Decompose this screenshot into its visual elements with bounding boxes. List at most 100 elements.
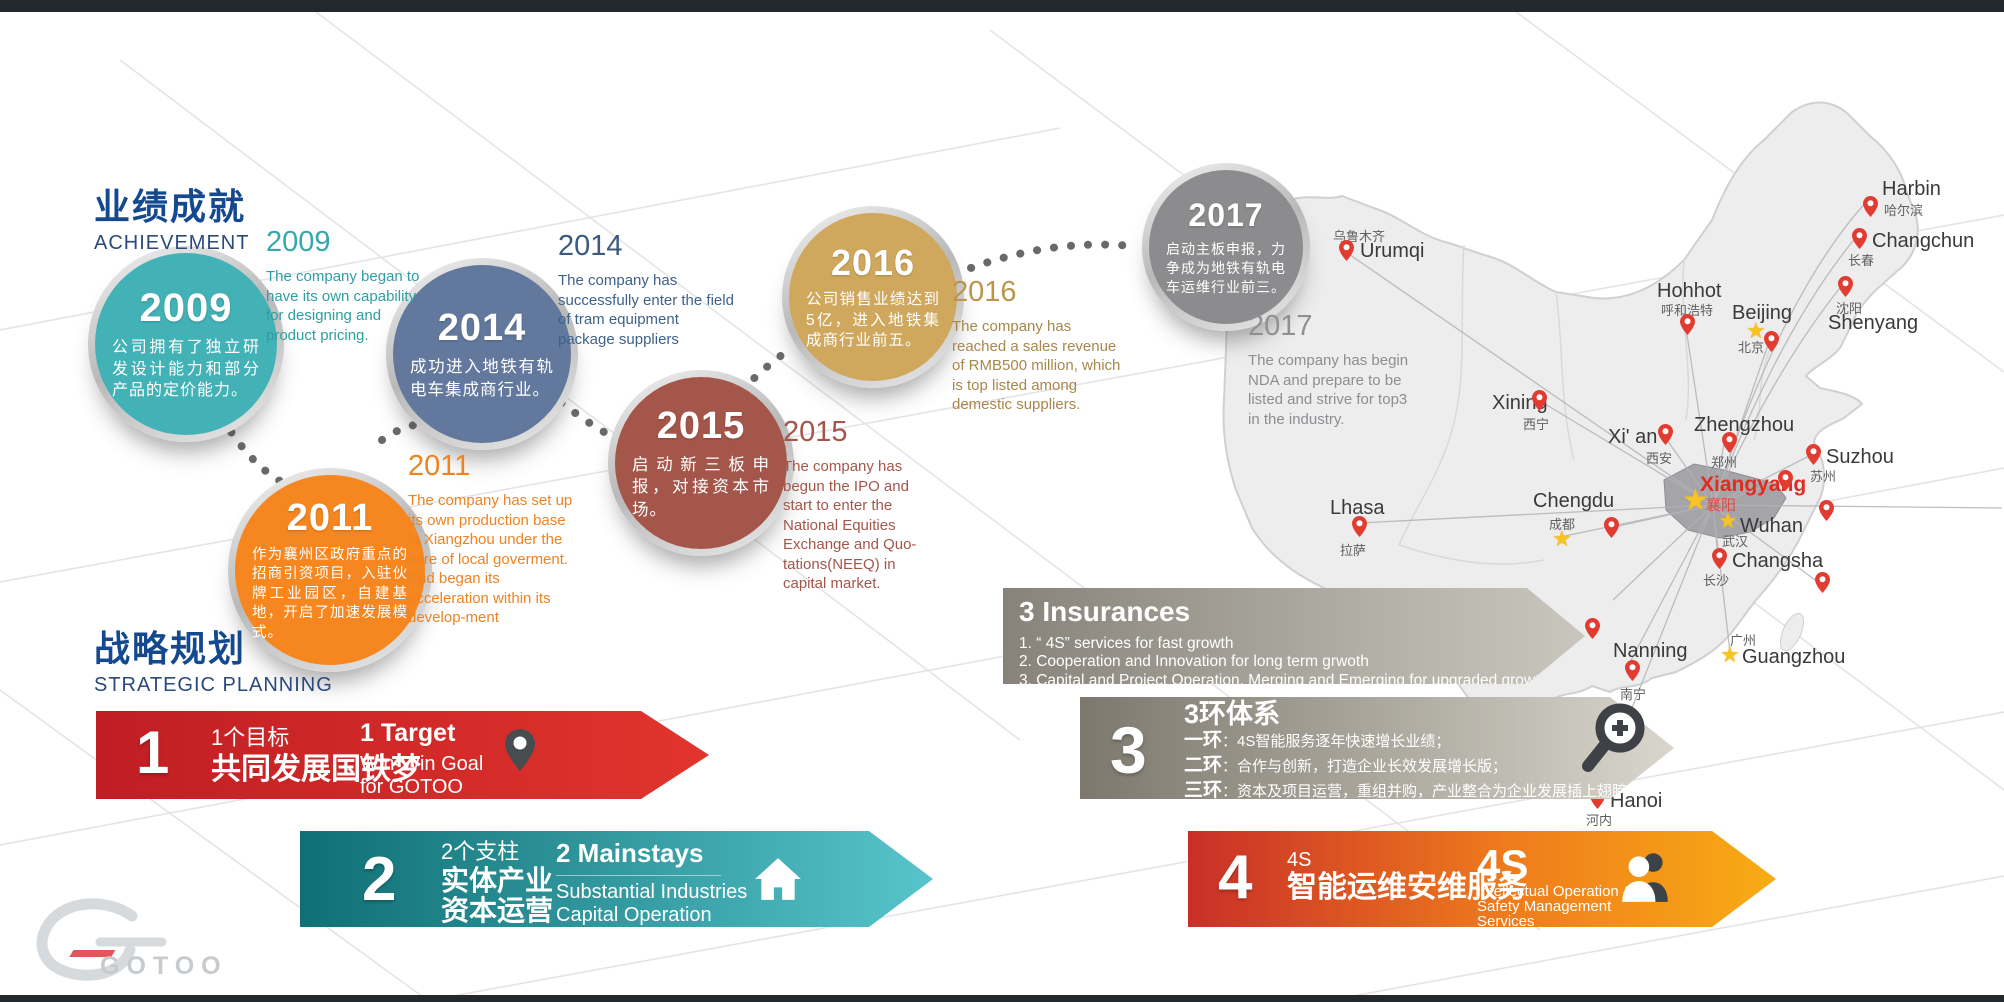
timeline-circle-2014: 2014 成功进入地铁有轨电车集成商行业。 xyxy=(386,258,578,450)
map-pin-icon xyxy=(1819,500,1834,521)
city-label-zh: 长沙 xyxy=(1703,573,1730,588)
city-label-en: Xi' an xyxy=(1608,426,1658,448)
map-pin-icon xyxy=(1778,470,1793,491)
ring1-text: ：4S智能服务逐年快速增长业绩； xyxy=(1222,733,1451,750)
achievement-title-en: ACHIEVEMENT xyxy=(94,232,250,254)
caption-text: The company has reached a sales revenue … xyxy=(952,318,1121,413)
banner-number: 4 xyxy=(1218,843,1253,912)
strategic-title-en: STRATEGIC PLANNING xyxy=(94,674,333,696)
map-pin-icon xyxy=(1604,517,1619,538)
city-label-en: Harbin xyxy=(1882,178,1941,200)
map-star-icon: ★ xyxy=(1552,526,1572,551)
city-label-zh: 沈阳 xyxy=(1836,301,1863,316)
caption-text: The company has begun the IPO and start … xyxy=(783,458,917,592)
city-label-en: Changsha xyxy=(1732,550,1824,572)
map-pin-icon xyxy=(1815,572,1830,593)
city-label-en: Hanoi xyxy=(1610,790,1663,812)
top-edge-bar xyxy=(0,0,2004,12)
caption-text: The company has successfully enter the f… xyxy=(558,272,734,348)
timeline-circle-2017: 2017 启动主板申报，力争成为地铁有轨电车运维行业前三。 xyxy=(1142,163,1310,331)
bottom-edge-bar xyxy=(0,995,2004,1002)
banner-zh-line1: 实体产业 xyxy=(441,865,554,896)
banner-mainstays: 2 2个支柱 实体产业 资本运营 2 Mainstays Substantial… xyxy=(300,831,933,927)
city-label-en: Chengdu xyxy=(1533,490,1615,512)
map-pin-icon xyxy=(1658,424,1673,445)
people-icon xyxy=(1612,849,1674,903)
milestone-text: 成功进入地铁有轨电车集成商行业。 xyxy=(410,358,554,399)
city-label-en: Beijing xyxy=(1732,302,1793,324)
achievement-heading: 业绩成就 ACHIEVEMENT xyxy=(94,178,249,255)
timeline-circle-2011: 2011 作为襄州区政府重点的招商引资项目，入驻伙牌工业园区，自建基地，开启了加… xyxy=(228,468,432,672)
year-label: 2015 xyxy=(656,405,746,448)
map-pin-icon xyxy=(1585,618,1600,639)
insurances-item-2: 2. Cooperation and Innovation for long t… xyxy=(1019,653,1369,670)
banner-en-title: 2 Mainstays xyxy=(556,838,704,868)
city-label-en: Nanning xyxy=(1613,640,1688,662)
city-label-zh: 南宁 xyxy=(1620,687,1647,702)
milestone-text: 公司拥有了独立研发设计能力和部分产品的定价能力。 xyxy=(112,339,260,400)
banner-en-title: 1 Target xyxy=(360,719,456,747)
year-label: 2011 xyxy=(286,496,374,539)
map-pin-icon xyxy=(1852,228,1867,249)
banner-en-sub: Win-Win Goal for GOTOO Dream xyxy=(360,753,484,821)
divider xyxy=(556,875,721,876)
magnifier-icon xyxy=(1582,703,1645,772)
banner-en-line1: Substantial Industries xyxy=(556,881,748,903)
city-label-zh: 长春 xyxy=(1848,253,1875,268)
timeline-circle-2009: 2009 公司拥有了独立研发设计能力和部分产品的定价能力。 xyxy=(88,246,284,442)
city-label-zh-highlight: 襄阳 xyxy=(1706,497,1737,514)
city-label-zh: 呼和浩特 xyxy=(1661,303,1714,318)
route-lines xyxy=(1339,198,2003,799)
year-label: 2009 xyxy=(139,286,233,331)
city-label-zh: 北京 xyxy=(1738,340,1765,355)
year-label: 2016 xyxy=(830,241,916,283)
city-label-en: Guangzhou xyxy=(1742,646,1846,668)
city-label-zh: 成都 xyxy=(1549,517,1576,532)
banner-zh-tag: 4S xyxy=(1287,849,1312,871)
banner-services: 4 4S 智能运维安维服务 4S Intellectual Operation … xyxy=(1188,831,1776,927)
map-pin-icon xyxy=(1722,432,1737,453)
city-label-zh: 苏州 xyxy=(1810,469,1837,484)
province-borders xyxy=(1398,244,1775,565)
strategic-title-zh: 战略规划 xyxy=(94,628,247,669)
banner-zh-tag: 2个支柱 xyxy=(441,839,520,864)
banner-number: 1 xyxy=(136,719,170,786)
banner-number: 2 xyxy=(362,845,397,914)
banner-zh-line2: 资本运营 xyxy=(441,895,554,926)
map-pin-icon xyxy=(1764,331,1779,352)
map-pin-icon xyxy=(1680,314,1695,335)
banner-en-title: 4S xyxy=(1477,841,1529,888)
map-pin-icon xyxy=(1863,196,1878,217)
ring2-label: 二环 xyxy=(1184,755,1223,776)
city-label-en: Changchun xyxy=(1872,230,1975,252)
caption-text: The company has set up its own productio… xyxy=(408,492,573,626)
caption-year: 2009 xyxy=(266,226,331,258)
map-pin-icon xyxy=(1625,660,1640,681)
map-pin-icon xyxy=(1532,390,1547,411)
insurances-title: 3 Insurances xyxy=(1019,596,1191,627)
city-label-zh: 武汉 xyxy=(1722,534,1749,549)
strategic-heading: 战略规划 STRATEGIC PLANNING xyxy=(94,620,333,697)
achievement-title-zh: 业绩成就 xyxy=(94,186,247,227)
map-star-icon: ★ xyxy=(1718,508,1738,533)
city-label-zh: 拉萨 xyxy=(1340,543,1367,558)
banner-number: 3 xyxy=(1110,713,1147,787)
map-star-icon: ★ xyxy=(1720,642,1740,667)
city-label-zh: 河内 xyxy=(1586,813,1613,828)
banner-insurances: 3 Insurances 1. “ 4S” services for fast … xyxy=(1003,588,1585,684)
rings-title: 3环体系 xyxy=(1184,699,1281,729)
milestone-text: 公司销售业绩达到5亿，进入地铁集成商行业前五。 xyxy=(806,290,940,350)
banner-en-sub1: Intellectual Operation & xyxy=(1477,883,1633,900)
banner-en-sub2: Safety Management xyxy=(1477,898,1612,915)
gotoo-logo-text: GOTOO xyxy=(100,952,228,980)
city-label-en: Wuhan xyxy=(1740,515,1804,537)
year-label: 2017 xyxy=(1188,197,1264,234)
banner-target: 1 1个目标 共同发展国铁梦 1 Target Win-Win Goal for… xyxy=(96,711,709,799)
taiwan-island xyxy=(1779,612,1805,652)
city-label-en: Lhasa xyxy=(1330,497,1385,519)
caption-2015: 2015 The company has begun the IPO and s… xyxy=(783,416,925,594)
map-pin-icon xyxy=(1712,548,1727,569)
caption-2016: 2016 The company has reached a sales rev… xyxy=(952,276,1124,415)
timeline-circle-2015: 2015 启动新三板申报，对接资本市场。 xyxy=(608,370,794,556)
